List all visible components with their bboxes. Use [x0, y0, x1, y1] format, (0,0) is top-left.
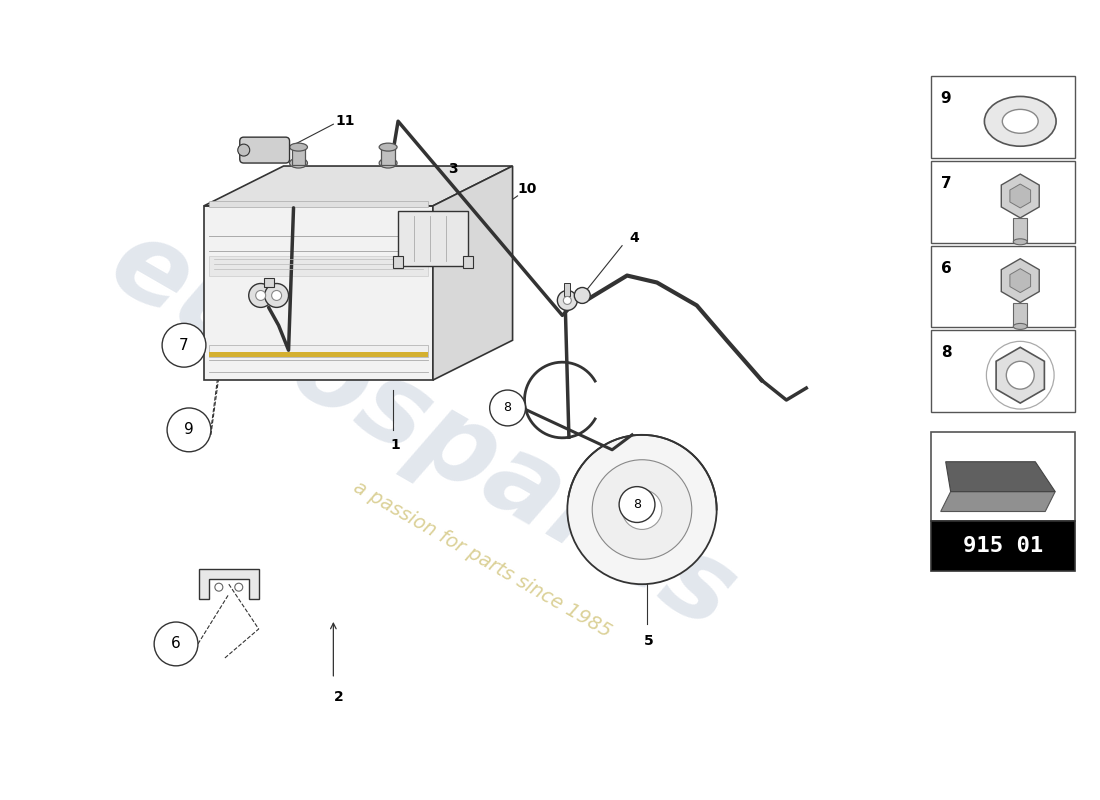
Text: 2: 2 [333, 690, 343, 704]
Ellipse shape [1013, 323, 1027, 330]
Bar [209, 346, 428, 357]
Circle shape [592, 460, 692, 559]
Text: 4: 4 [629, 230, 639, 245]
Bar [209, 201, 428, 207]
Circle shape [568, 435, 717, 584]
Text: 5: 5 [645, 634, 653, 648]
Circle shape [490, 390, 526, 426]
Circle shape [563, 297, 571, 305]
Circle shape [214, 583, 223, 591]
Text: 8: 8 [504, 402, 512, 414]
Text: 6: 6 [940, 261, 952, 276]
Polygon shape [433, 166, 513, 380]
Bar [1013, 302, 1027, 326]
Bar [931, 522, 1075, 571]
FancyBboxPatch shape [240, 137, 289, 163]
Text: 7: 7 [940, 176, 952, 191]
Polygon shape [946, 462, 1055, 491]
Bar [564, 282, 570, 297]
Circle shape [249, 283, 273, 307]
Circle shape [265, 283, 288, 307]
Polygon shape [940, 491, 1055, 511]
Circle shape [234, 583, 243, 591]
Ellipse shape [289, 158, 308, 168]
Bar [398, 211, 468, 266]
Circle shape [167, 408, 211, 452]
Text: 9: 9 [184, 422, 194, 438]
Ellipse shape [984, 97, 1056, 146]
Ellipse shape [379, 143, 397, 151]
Polygon shape [1001, 258, 1040, 302]
Text: 11: 11 [336, 114, 355, 128]
Text: 10: 10 [518, 182, 537, 196]
Bar [381, 147, 395, 165]
Bar [292, 147, 306, 165]
Polygon shape [1010, 269, 1031, 293]
Ellipse shape [1002, 110, 1038, 134]
Polygon shape [997, 347, 1044, 403]
Circle shape [272, 290, 282, 301]
Circle shape [162, 323, 206, 367]
Polygon shape [204, 206, 433, 380]
Text: eurospares: eurospares [92, 208, 754, 652]
Bar [264, 278, 274, 287]
Text: 8: 8 [632, 498, 641, 511]
Circle shape [238, 144, 250, 156]
Bar [209, 256, 428, 275]
Bar [931, 330, 1075, 412]
Text: 6: 6 [172, 637, 180, 651]
Ellipse shape [289, 143, 308, 151]
Bar [463, 256, 473, 267]
Polygon shape [199, 570, 258, 599]
Bar [393, 256, 403, 267]
Ellipse shape [379, 158, 397, 168]
Text: a passion for parts since 1985: a passion for parts since 1985 [351, 478, 615, 641]
Text: 915 01: 915 01 [962, 536, 1043, 556]
Circle shape [558, 290, 578, 310]
Text: 8: 8 [940, 346, 952, 360]
Bar [209, 352, 428, 357]
Bar [931, 161, 1075, 242]
Polygon shape [204, 166, 513, 206]
Circle shape [623, 490, 662, 530]
Circle shape [154, 622, 198, 666]
Text: 3: 3 [448, 162, 458, 176]
Ellipse shape [1013, 239, 1027, 245]
Polygon shape [1001, 174, 1040, 218]
Bar [931, 77, 1075, 158]
Text: 1: 1 [390, 438, 400, 452]
Circle shape [255, 290, 266, 301]
Bar [931, 432, 1075, 522]
Circle shape [619, 486, 654, 522]
Circle shape [1006, 362, 1034, 389]
Bar [931, 246, 1075, 327]
Bar [1013, 218, 1027, 242]
Circle shape [574, 287, 591, 303]
Text: 7: 7 [179, 338, 189, 353]
Text: 9: 9 [940, 91, 952, 106]
Polygon shape [1010, 184, 1031, 208]
